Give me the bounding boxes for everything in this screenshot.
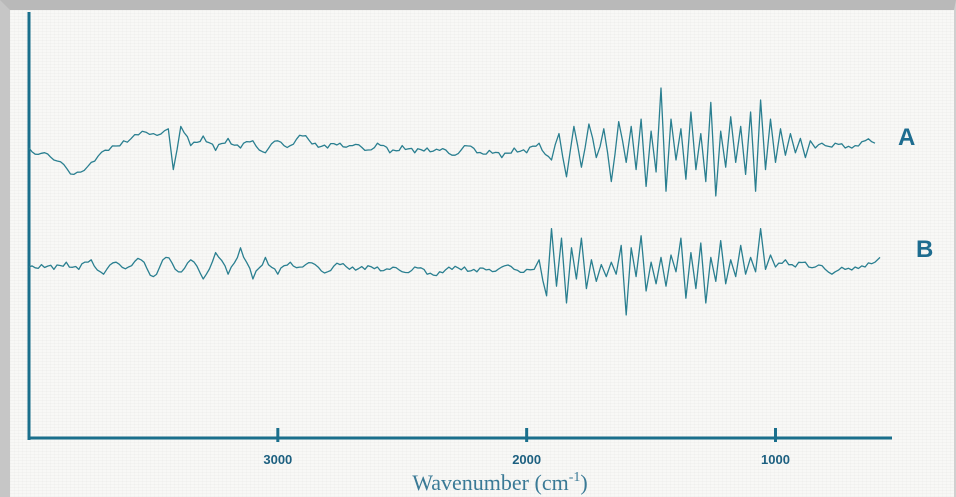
spectrum-traces [28,87,881,316]
spectrum-line-b [28,227,881,316]
trace-label-b: B [916,236,933,263]
x-tick-label: 3000 [263,452,292,467]
trace-labels: AB [898,124,933,263]
x-tick-label: 1000 [761,452,790,467]
x-ticks: 3000 2000 1000 [263,428,790,467]
spectrum-line-a [28,87,876,197]
x-tick-label: 2000 [512,452,541,467]
trace-label-a: A [898,124,915,151]
x-axis-title: Wavenumber (cm-1) [412,470,587,495]
